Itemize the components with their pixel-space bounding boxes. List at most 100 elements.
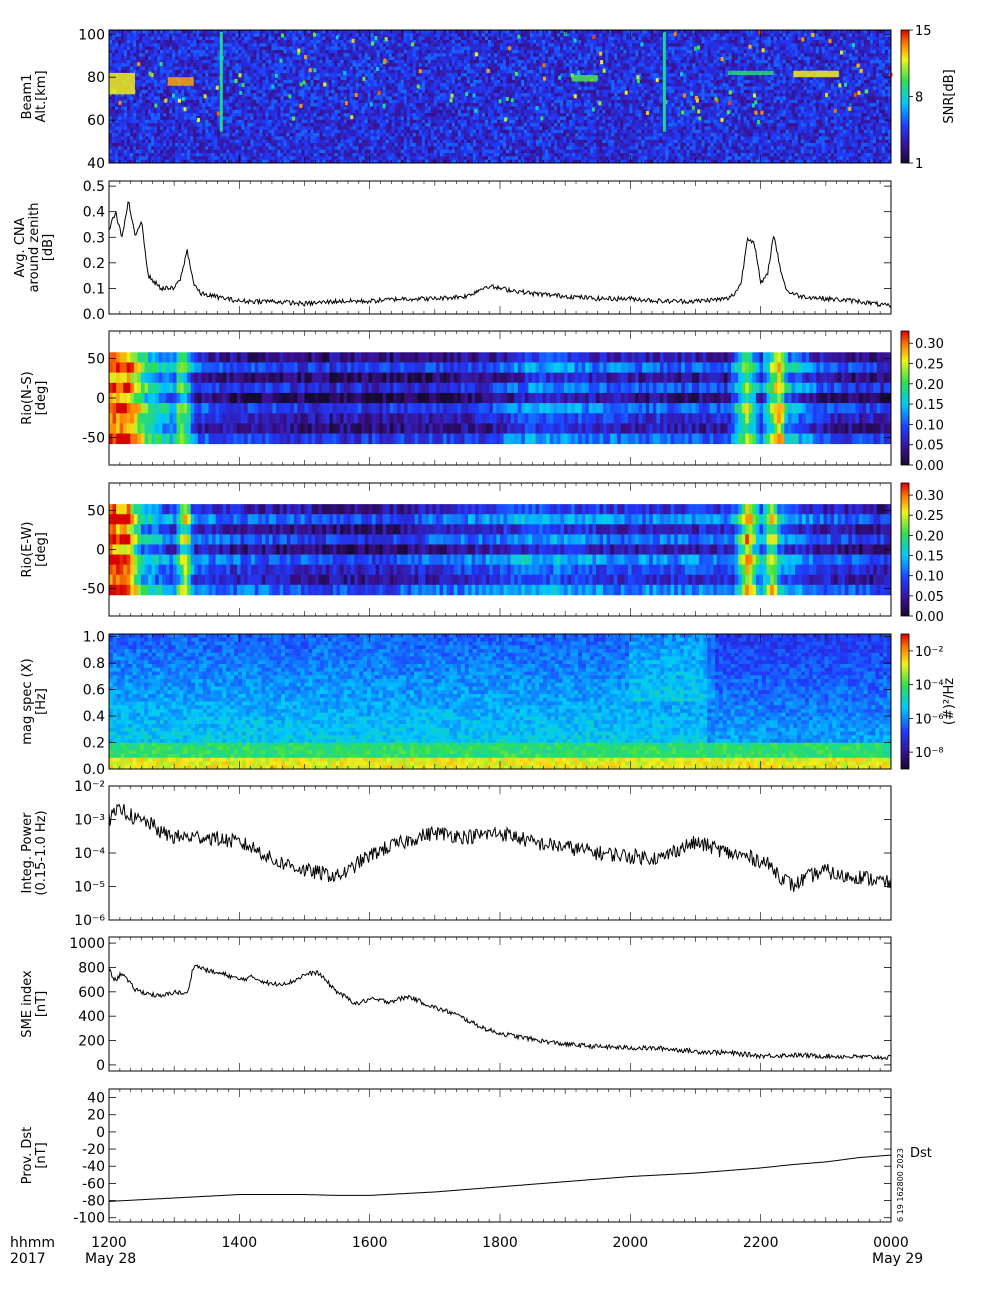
heatmap-cell: [244, 99, 248, 104]
heatmap-cell: [112, 129, 116, 134]
heatmap-cell: [295, 146, 299, 151]
heatmap-cell: [451, 49, 456, 54]
heatmap-cell: [250, 106, 254, 111]
heatmap-cell: [163, 119, 167, 124]
heatmap-cell: [358, 136, 363, 141]
heatmap-cell: [313, 73, 317, 77]
heatmap-cell: [139, 143, 143, 147]
heatmap-cell: [364, 109, 369, 114]
heatmap-cell: [172, 139, 176, 144]
heatmap-cell: [298, 39, 302, 44]
heatmap-cell: [247, 69, 251, 74]
heatmap-cell: [406, 76, 411, 81]
heatmap-cell: [247, 79, 251, 84]
heatmap-cell: [319, 96, 323, 101]
heatmap-cell: [175, 106, 179, 111]
heatmap-cell: [334, 143, 338, 147]
heatmap-cell: [475, 113, 480, 117]
heatmap-cell: [385, 123, 390, 127]
heatmap-cell: [244, 56, 248, 61]
heatmap-cell: [112, 113, 116, 117]
heatmap-cell: [175, 49, 179, 54]
heatmap-cell: [454, 129, 459, 134]
heatmap-cell: [427, 139, 432, 144]
heatmap-cell: [241, 96, 245, 101]
heatmap-cell: [223, 53, 227, 57]
heatmap-cell: [172, 153, 176, 157]
heatmap-cell: [268, 86, 272, 91]
heatmap-cell: [157, 99, 161, 104]
heatmap-cell: [124, 53, 128, 57]
axis-label: Alt.[km]: [34, 70, 49, 122]
heatmap-cell: [148, 123, 152, 127]
heatmap-cell: [124, 103, 128, 107]
heatmap-cell: [181, 46, 185, 51]
heatmap-cell: [277, 133, 281, 137]
heatmap-cell: [352, 56, 357, 61]
heatmap-cell: [202, 153, 206, 157]
heatmap-cell: [253, 116, 257, 121]
heatmap-cell: [286, 116, 290, 121]
heatmap-cell: [436, 139, 441, 144]
heatmap-cell: [352, 76, 357, 81]
heatmap-cell: [409, 143, 414, 147]
heatmap-cell: [448, 143, 453, 147]
heatmap-cell: [430, 143, 435, 147]
heatmap-cell: [196, 143, 200, 147]
heatmap-cell: [148, 93, 152, 97]
heatmap-cell: [151, 123, 155, 127]
heatmap-cell: [325, 133, 329, 137]
heatmap-cell: [427, 99, 432, 104]
heatmap-cell: [448, 76, 453, 81]
heatmap-cell: [469, 133, 474, 137]
heatmap-cell: [430, 136, 435, 141]
heatmap-cell: [319, 159, 323, 164]
heatmap-cell: [376, 113, 381, 117]
heatmap-cell: [427, 156, 432, 161]
heatmap-cell: [472, 33, 477, 38]
heatmap-cell: [292, 149, 296, 154]
heatmap-cell: [457, 53, 462, 57]
heatmap-cell: [463, 89, 468, 94]
heatmap-cell: [202, 143, 206, 147]
heatmap-cell: [352, 129, 357, 134]
heatmap-cell: [163, 59, 167, 64]
heatmap-cell: [208, 89, 212, 94]
heatmap-cell: [136, 129, 140, 134]
heatmap-cell: [181, 53, 185, 57]
heatmap-cell: [463, 99, 468, 104]
heatmap-cell: [208, 73, 212, 77]
heatmap-cell: [172, 33, 176, 38]
heatmap-cell: [109, 146, 113, 151]
heatmap-cell: [223, 30, 227, 34]
heatmap-cell: [235, 69, 239, 74]
heatmap-cell: [457, 73, 462, 77]
heatmap-cell: [469, 149, 474, 154]
heatmap-cell: [310, 149, 314, 154]
heatmap-cell: [451, 76, 456, 81]
heatmap-cell: [355, 79, 360, 84]
heatmap-cell: [277, 53, 281, 57]
heatmap-cell: [307, 153, 311, 157]
heatmap-cell: [364, 39, 369, 44]
heatmap-cell: [367, 69, 372, 74]
heatmap-cell: [190, 129, 194, 134]
heatmap-cell: [265, 53, 269, 57]
heatmap-cell: [295, 96, 299, 101]
heatmap-cell: [259, 156, 263, 161]
heatmap-cell: [478, 39, 483, 44]
heatmap-cell: [151, 129, 155, 134]
heatmap-cell: [478, 63, 483, 67]
heatmap-cell: [460, 36, 465, 41]
heatmap-cell: [322, 30, 326, 34]
heatmap-cell: [205, 89, 209, 94]
heatmap-cell: [223, 33, 227, 38]
heatmap-cell: [211, 153, 215, 157]
heatmap-cell: [283, 149, 287, 154]
heatmap-cell: [391, 153, 396, 157]
heatmap-cell: [379, 66, 384, 71]
heatmap-cell: [340, 36, 344, 41]
heatmap-cell: [307, 86, 311, 91]
heatmap-cell: [112, 43, 116, 48]
heatmap-cell: [250, 96, 254, 101]
